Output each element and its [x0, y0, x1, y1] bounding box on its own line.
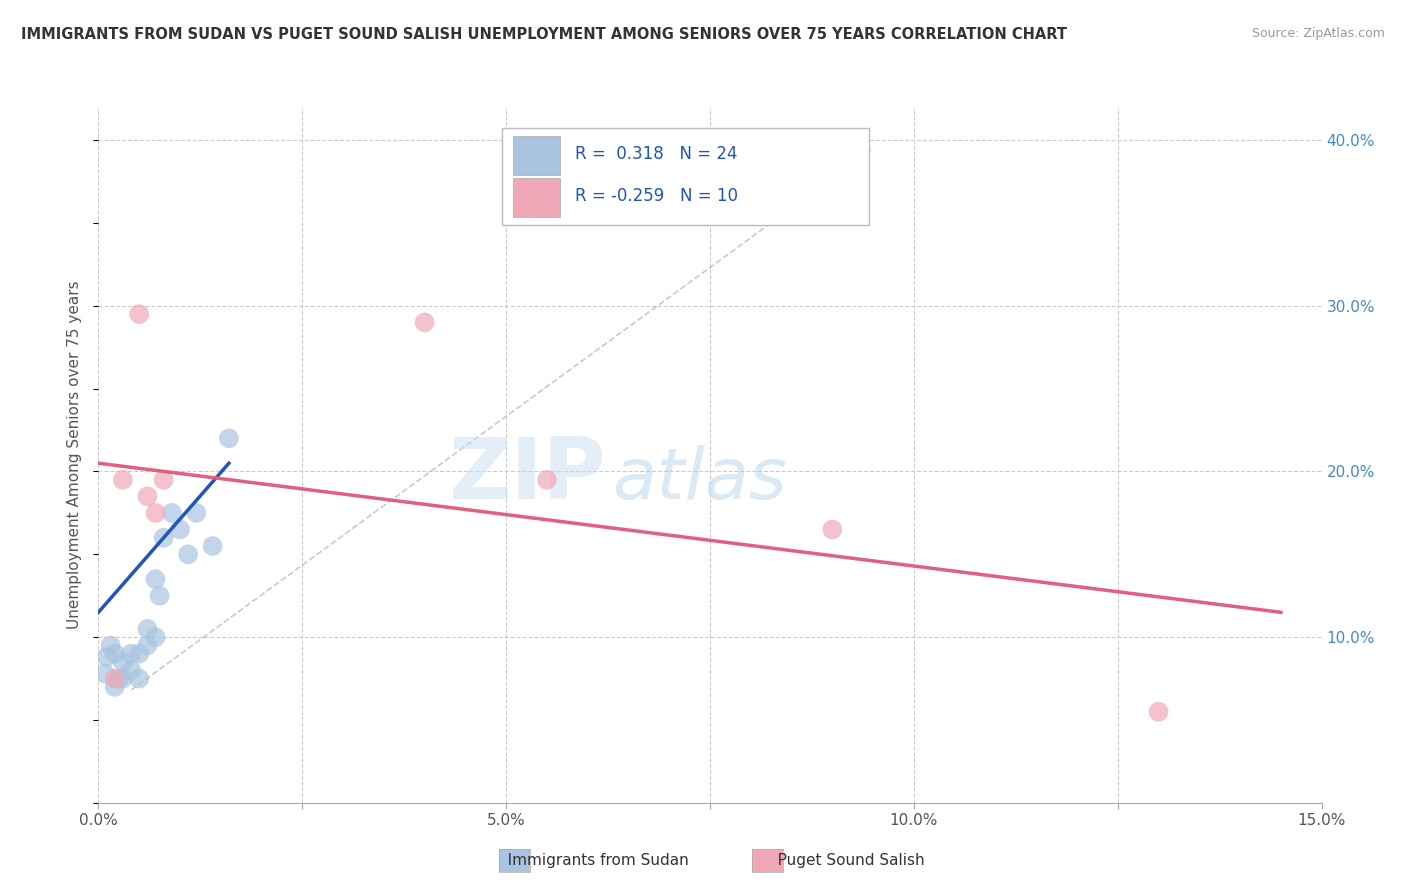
FancyBboxPatch shape [502, 128, 869, 226]
Point [821, 523, 844, 537]
Point [136, 489, 159, 503]
Point [152, 473, 174, 487]
Point [169, 523, 191, 537]
FancyBboxPatch shape [513, 136, 560, 175]
Point [536, 473, 558, 487]
Point [145, 630, 167, 644]
Point [111, 473, 134, 487]
Point [128, 647, 150, 661]
Point [1147, 705, 1170, 719]
Point [104, 647, 127, 661]
Point [413, 315, 436, 329]
Point [145, 572, 167, 586]
Point [128, 672, 150, 686]
Point [120, 663, 142, 677]
Point [177, 547, 200, 561]
Point [152, 531, 174, 545]
Point [145, 506, 167, 520]
Text: Puget Sound Salish: Puget Sound Salish [763, 854, 924, 868]
Point [201, 539, 224, 553]
Point [149, 589, 172, 603]
Text: ZIP: ZIP [449, 434, 606, 517]
Point [136, 639, 159, 653]
Text: Source: ZipAtlas.com: Source: ZipAtlas.com [1251, 27, 1385, 40]
Text: R =  0.318   N = 24: R = 0.318 N = 24 [575, 145, 738, 163]
Point [136, 622, 159, 636]
Y-axis label: Unemployment Among Seniors over 75 years: Unemployment Among Seniors over 75 years [67, 281, 83, 629]
Point [108, 672, 131, 686]
Point [111, 655, 134, 669]
Point [218, 431, 240, 445]
Text: R = -0.259   N = 10: R = -0.259 N = 10 [575, 187, 738, 205]
Point [96, 650, 118, 665]
Point [186, 506, 208, 520]
Point [160, 506, 183, 520]
Point [100, 639, 122, 653]
Text: atlas: atlas [612, 445, 787, 514]
Point [104, 672, 127, 686]
Text: IMMIGRANTS FROM SUDAN VS PUGET SOUND SALISH UNEMPLOYMENT AMONG SENIORS OVER 75 Y: IMMIGRANTS FROM SUDAN VS PUGET SOUND SAL… [21, 27, 1067, 42]
Text: Immigrants from Sudan: Immigrants from Sudan [492, 854, 689, 868]
Point [128, 307, 150, 321]
FancyBboxPatch shape [513, 178, 560, 217]
Point [94, 666, 117, 681]
Point [111, 672, 134, 686]
Point [120, 647, 142, 661]
Point [104, 680, 127, 694]
